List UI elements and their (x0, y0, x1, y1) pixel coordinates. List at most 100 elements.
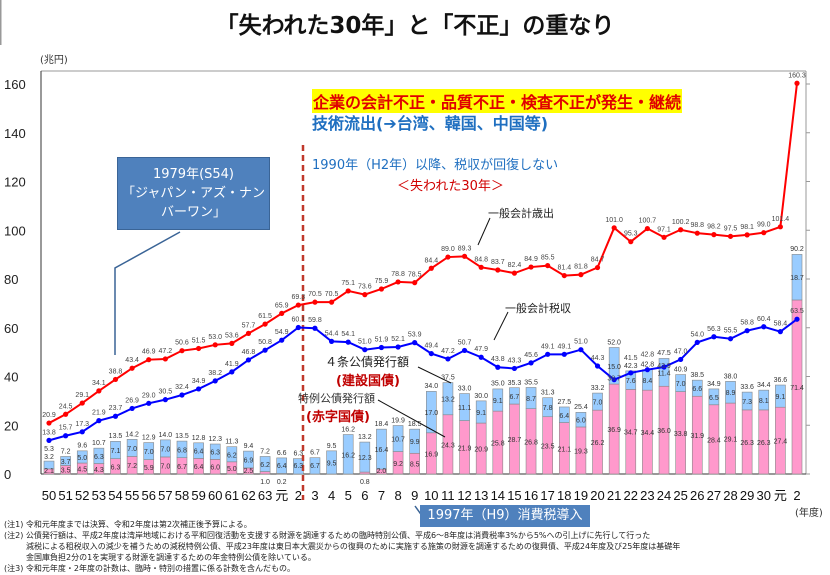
construction-bond-label: 7.8 (543, 405, 553, 412)
y-tick-label: 0 (4, 467, 11, 482)
construction-bond-bar (675, 374, 686, 392)
construction-bond-bar (741, 391, 753, 411)
deficit-bond-label: 6.3 (111, 464, 121, 471)
tax-point (212, 378, 218, 384)
x-tick-label: 元 (774, 488, 787, 503)
construction-bond-label: 6.8 (177, 447, 187, 454)
tax-point (295, 324, 301, 331)
expenditure-value-label: 89.3 (458, 245, 472, 252)
expenditure-point (262, 321, 268, 327)
bond-total-label: 9.6 (77, 443, 87, 450)
tax-point (644, 367, 651, 373)
expenditure-point (578, 272, 584, 278)
bond-total-label: 18.5 (408, 421, 422, 428)
expenditure-point (328, 299, 335, 305)
construction-bond-label: 18.7 (790, 275, 804, 282)
x-tick-label: 29 (740, 488, 754, 503)
tax-value-label: 32.4 (175, 384, 189, 391)
construction-bond-bar (791, 254, 803, 301)
bond-total-label: 40.9 (674, 366, 688, 373)
note-2: (注2) 公債発行額は、平成2年度は湾岸地域における平和回復活動を支援する財源を… (4, 531, 651, 540)
tax-value-label: 21.9 (92, 410, 106, 417)
expenditure-point (545, 262, 551, 269)
tax-point (129, 405, 135, 412)
bond-total-label: 25.4 (574, 404, 588, 411)
deficit-bond-label: 6.4 (194, 464, 204, 471)
bond-total-label: 13.5 (109, 433, 123, 440)
deficit-bond-label: 6.0 (210, 465, 220, 472)
x-tick-label: 27 (707, 488, 721, 503)
tax-value-label: 44.3 (591, 355, 605, 362)
expenditure-value-label: 85.5 (541, 255, 555, 262)
x-tick-label: 25 (673, 488, 687, 503)
deficit-bond-label: 71.4 (790, 385, 804, 392)
callout-connector (114, 231, 181, 355)
tax-point (528, 360, 534, 366)
expenditure-value-label: 89.0 (441, 246, 455, 253)
construction-bond-note: (建設国債) (336, 374, 400, 389)
tax-value-label: 41.9 (225, 361, 239, 368)
tax-value-label: 54.0 (690, 331, 704, 338)
expenditure-point (129, 365, 135, 371)
x-tick-label: 51 (58, 488, 72, 503)
expenditure-value-label: 53.6 (225, 332, 239, 339)
bond-total-label: 19.9 (391, 417, 405, 424)
x-tick-label: 28 (723, 488, 737, 503)
tax-value-label: 47.9 (474, 346, 488, 353)
construction-bond-label: 6.2 (227, 452, 237, 459)
lost-30-annotation: ＜失われた30年＞ (397, 179, 504, 194)
expenditure-point (478, 264, 484, 270)
tax-value-label: 52.1 (391, 336, 405, 343)
expenditure-point (112, 376, 119, 383)
tax-value-label: 51.0 (574, 339, 588, 346)
expenditure-value-label: 70.5 (308, 291, 322, 298)
tax-point (578, 347, 584, 353)
construction-bond-label: 6.7 (310, 463, 320, 470)
construction-bond-label: 7.3 (742, 399, 752, 406)
construction-bond-bar (93, 447, 105, 464)
tax-value-label: 43.3 (508, 357, 522, 364)
tax-value-label: 49.1 (541, 343, 555, 350)
expenditure-value-label: 29.1 (75, 392, 89, 399)
deficit-bond-label: 0.8 (360, 479, 370, 486)
construction-bond-label: 6.5 (709, 395, 719, 402)
deficit-bond-label: 1.0 (260, 479, 270, 486)
construction-bond-label: 11.4 (657, 370, 670, 377)
tax-value-label: 53.9 (408, 332, 422, 339)
tax-point (678, 356, 684, 363)
construction-bond-label: 8.7 (526, 396, 536, 403)
construction-bond-bar (758, 389, 770, 411)
expenditure-value-label: 24.5 (59, 403, 73, 410)
deficit-bond-label: 6.7 (177, 464, 187, 471)
page-title: 「失われた30年」と「不正」の重なり (215, 13, 615, 39)
construction-bond-bar (658, 358, 670, 387)
construction-bond-bar (209, 443, 221, 460)
tax-value-label: 26.9 (125, 397, 139, 404)
expenditure-value-label: 47.2 (159, 348, 173, 355)
x-tick-label: 10 (424, 488, 438, 503)
construction-bond-label: 6.4 (194, 449, 204, 456)
tax-value-label: 38.2 (208, 370, 222, 377)
tax-point (378, 344, 385, 351)
tax-point (146, 400, 152, 406)
expenditure-value-label: 34.1 (92, 380, 106, 387)
construction-bond-label: 16.2 (341, 452, 355, 459)
x-tick-label: 15 (507, 488, 521, 503)
tax-value-label: 41.5 (624, 355, 638, 362)
expenditure-value-label: 50.6 (175, 340, 189, 347)
deficit-bond-label: 2.0 (377, 468, 387, 475)
deficit-bond-label: 33.8 (674, 431, 688, 438)
construction-bond-series-label: ４条公債発行額 (325, 355, 410, 369)
construction-bond-bar (376, 428, 387, 470)
construction-bond-bar (575, 412, 587, 428)
expenditure-point (79, 400, 85, 406)
expenditure-point (212, 342, 218, 348)
expenditure-value-label: 57.7 (242, 322, 256, 329)
construction-bond-label: 6.3 (293, 463, 303, 470)
y-tick-label: 100 (4, 223, 26, 238)
expenditure-point (146, 357, 152, 363)
tax-value-label: 51.0 (358, 339, 372, 346)
tax-point (727, 336, 734, 342)
deficit-bond-label: 36.0 (657, 428, 671, 435)
construction-bond-label: 15.0 (607, 364, 621, 371)
